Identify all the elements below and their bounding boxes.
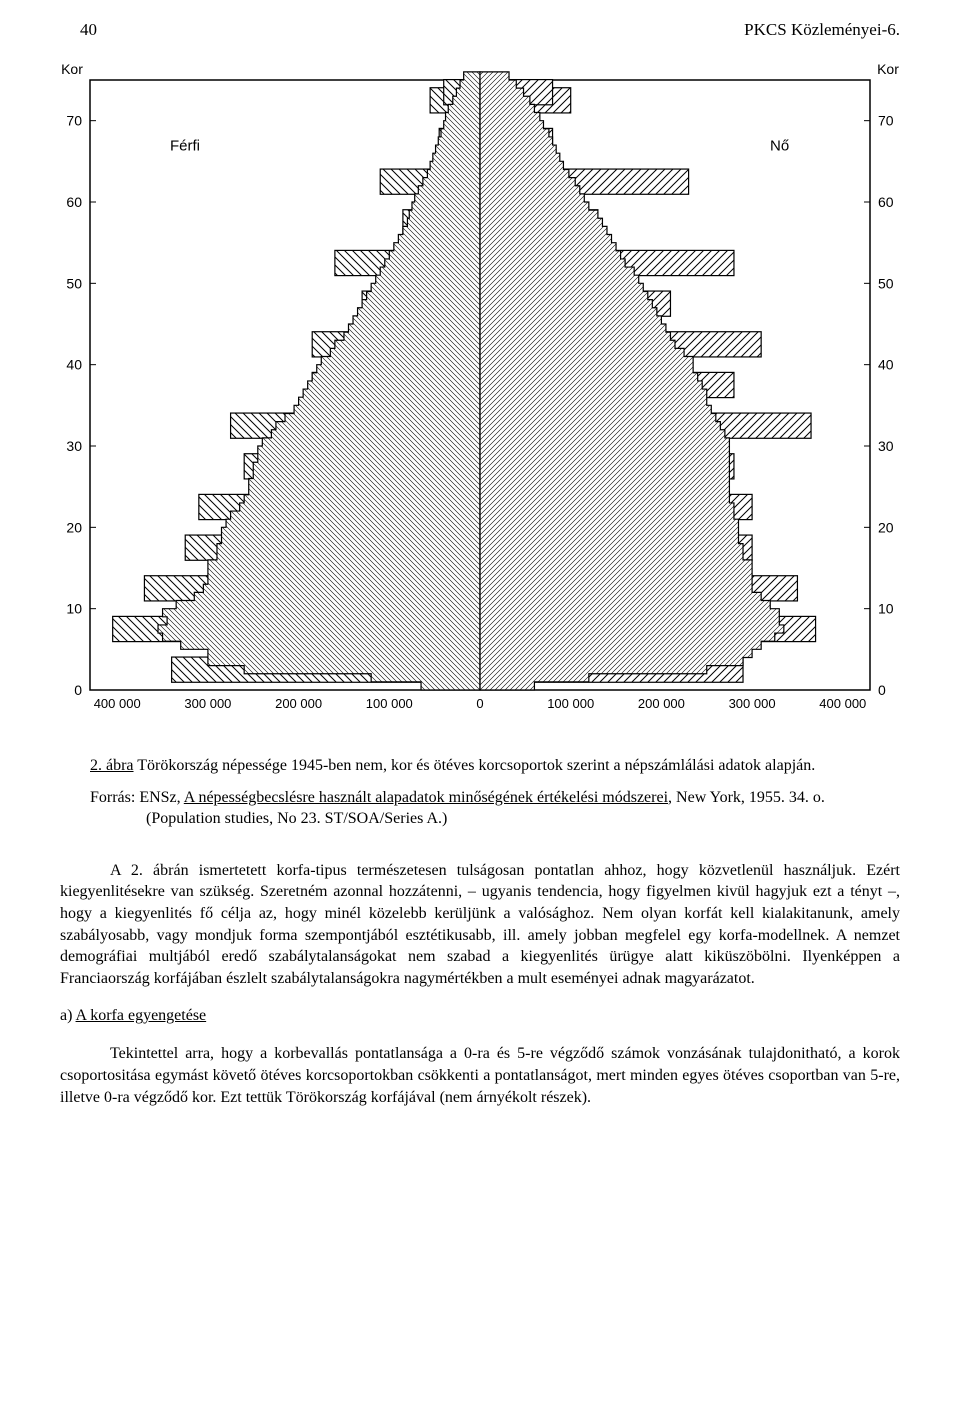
figure-label: 2. ábra: [90, 757, 134, 774]
svg-text:20: 20: [878, 519, 894, 535]
svg-text:Nő: Nő: [770, 138, 789, 155]
section-a-label: a): [60, 1007, 76, 1024]
svg-text:50: 50: [66, 275, 82, 291]
svg-text:0: 0: [74, 682, 82, 698]
svg-text:40: 40: [878, 357, 894, 373]
document-page: 40 PKCS Közleményei-6. 00101020203030404…: [0, 0, 960, 1186]
section-heading-a: a) A korfa egyengetése: [60, 1007, 900, 1025]
svg-text:400 000: 400 000: [819, 696, 866, 711]
svg-text:10: 10: [878, 601, 894, 617]
svg-text:100 000: 100 000: [366, 696, 413, 711]
body-paragraph-1: A 2. ábrán ismertetett korfa-tipus termé…: [60, 860, 900, 990]
page-header: 40 PKCS Közleményei-6.: [40, 20, 920, 40]
svg-text:300 000: 300 000: [729, 696, 776, 711]
pyramid-svg: 0 0 10 10 20 20 30 30 40 40 50 50 60 60 70 70 Kor Kor 400 …: [40, 50, 920, 730]
population-pyramid-chart: 0 0 10 10 20 20 30 30 40 40 50 50 60 60 70 70 Kor Kor 400 …: [40, 50, 920, 735]
svg-text:40: 40: [66, 357, 82, 373]
svg-text:70: 70: [66, 113, 82, 129]
svg-text:200 000: 200 000: [638, 696, 685, 711]
svg-text:200 000: 200 000: [275, 696, 322, 711]
svg-text:30: 30: [66, 438, 82, 454]
svg-text:30: 30: [878, 438, 894, 454]
svg-text:100 000: 100 000: [547, 696, 594, 711]
svg-text:Kor: Kor: [61, 61, 83, 77]
source-underlined: A népességbecslésre használt alapadatok …: [184, 789, 668, 806]
section-a-title: A korfa egyengetése: [76, 1007, 207, 1024]
svg-text:10: 10: [66, 601, 82, 617]
svg-text:Férfi: Férfi: [170, 138, 200, 155]
svg-text:60: 60: [878, 194, 894, 210]
svg-text:20: 20: [66, 519, 82, 535]
source-pre: ENSz,: [139, 789, 183, 806]
svg-text:0: 0: [878, 682, 886, 698]
svg-text:70: 70: [878, 113, 894, 129]
svg-text:Kor: Kor: [877, 61, 899, 77]
figure-source: Forrás: ENSz, A népességbecslésre haszná…: [90, 787, 880, 830]
source-label: Forrás:: [90, 789, 139, 806]
svg-text:0: 0: [476, 696, 483, 711]
body-paragraph-2: Tekintettel arra, hogy a korbevallás pon…: [60, 1043, 900, 1108]
figure-caption: 2. ábra Törökország népessége 1945-ben n…: [90, 755, 880, 777]
publication-title: PKCS Közleményei-6.: [744, 20, 900, 40]
svg-text:300 000: 300 000: [184, 696, 231, 711]
svg-text:60: 60: [66, 194, 82, 210]
svg-text:400 000: 400 000: [94, 696, 141, 711]
page-number: 40: [80, 20, 97, 40]
svg-text:50: 50: [878, 275, 894, 291]
figure-caption-text: Törökország népessége 1945-ben nem, kor …: [134, 757, 816, 774]
